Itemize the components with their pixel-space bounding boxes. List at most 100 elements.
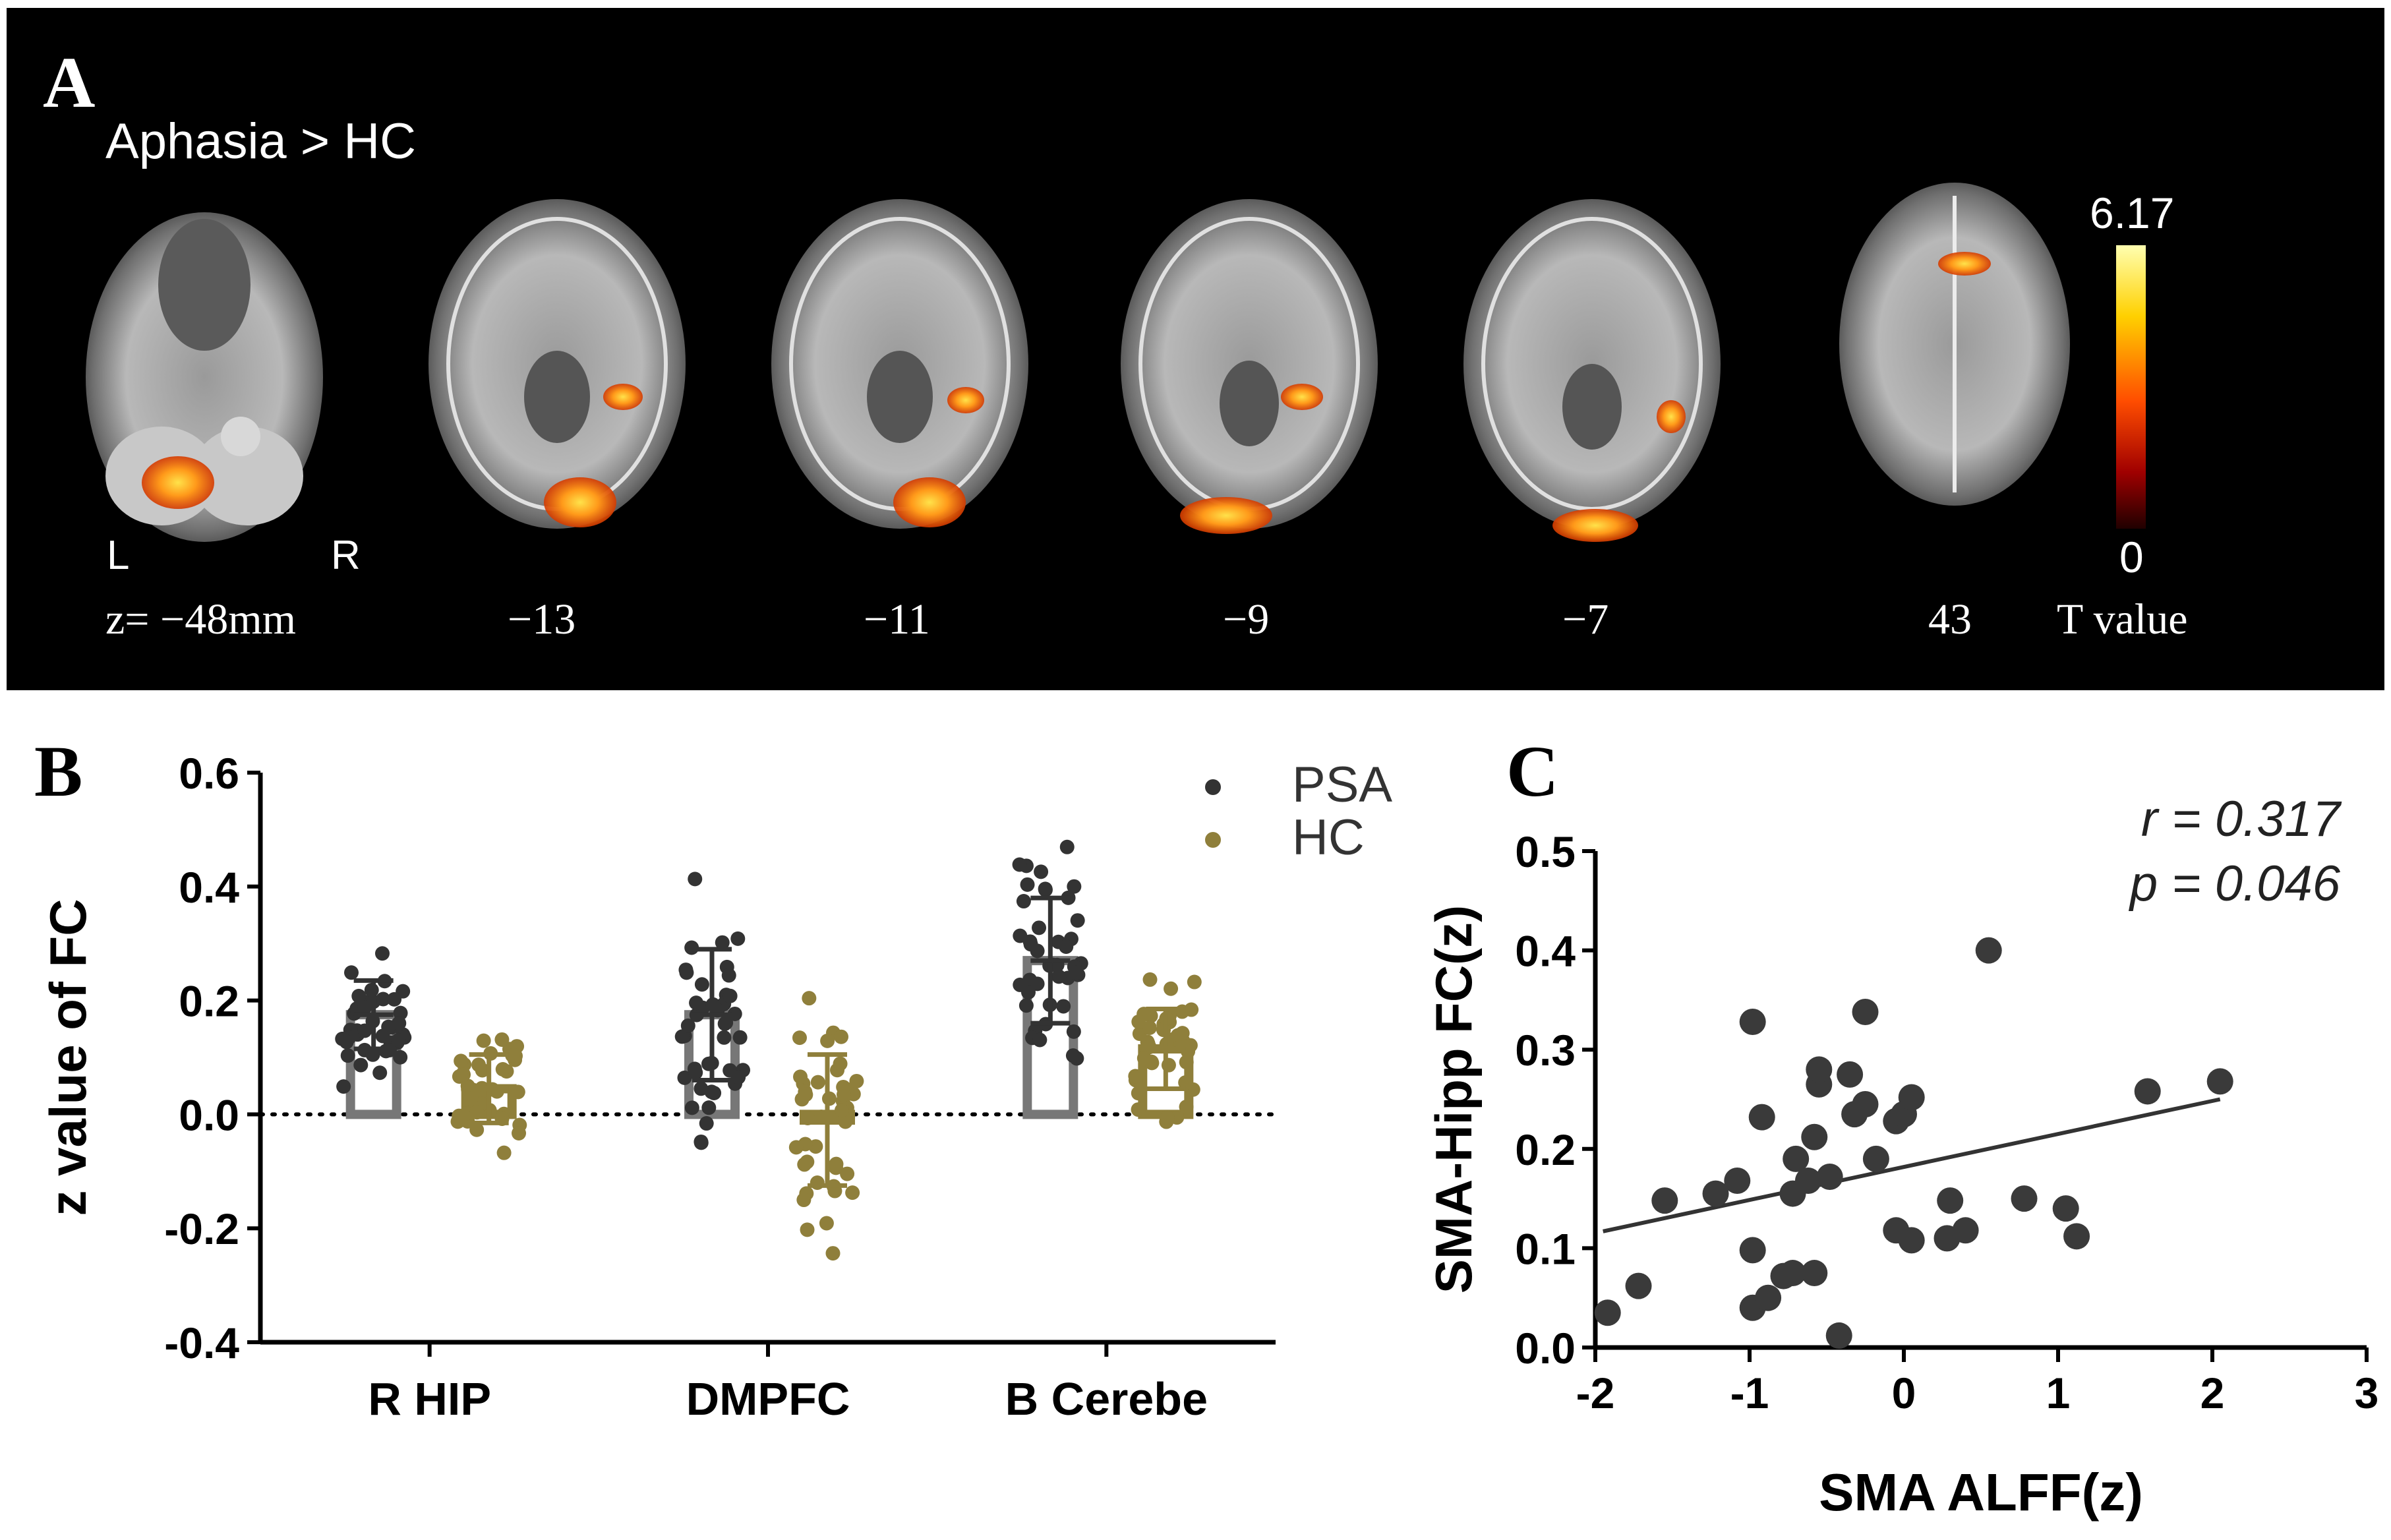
data-point-psa — [1070, 913, 1085, 928]
scatter-point — [1702, 1180, 1729, 1207]
data-point-psa — [393, 1050, 408, 1065]
slice-label-3: −11 — [864, 595, 930, 643]
data-point-hc — [476, 1033, 491, 1048]
data-point-hc — [512, 1125, 527, 1140]
data-point-psa — [1023, 937, 1038, 952]
data-point-psa — [1066, 1024, 1081, 1039]
x-tick-label: 3 — [2355, 1369, 2379, 1417]
scatter-point — [1724, 1167, 1751, 1194]
data-point-hc — [495, 1061, 510, 1077]
data-point-hc — [494, 1032, 510, 1047]
data-point-hc — [1131, 1014, 1146, 1029]
panel-c-letter: C — [1506, 731, 1559, 812]
data-point-psa — [1059, 939, 1074, 954]
regression-line — [1603, 1097, 2221, 1233]
data-point-psa — [715, 935, 730, 950]
y-tick-label: 0.1 — [1515, 1224, 1576, 1273]
data-point-hc — [849, 1073, 864, 1088]
x-tick-label: 2 — [2200, 1369, 2225, 1417]
x-axis-title: SMA ALFF(z) — [1819, 1463, 2143, 1522]
scatter-point — [1898, 1227, 1925, 1254]
data-point-hc — [1164, 981, 1179, 996]
scatter-chart-sma: 0.0 0.1 0.2 0.3 0.4 0.5 -2 -1 0 1 2 3 SMA ALFF(z) SMA… — [1425, 791, 2379, 1522]
y-tick-label: 0.3 — [1515, 1026, 1576, 1075]
scatter-point — [1783, 1145, 1810, 1172]
data-point-psa — [1020, 985, 1036, 1000]
scatter-point — [1975, 937, 2002, 964]
data-point-hc — [1175, 1004, 1190, 1019]
brain-slice-1 — [86, 212, 323, 542]
data-point-psa — [688, 872, 703, 887]
brain-slice-3 — [771, 199, 1028, 529]
data-point-hc — [1136, 1051, 1152, 1066]
data-point-hc — [810, 1075, 825, 1090]
y-tick-label: 0.2 — [179, 977, 239, 1026]
data-point-hc — [1128, 1069, 1143, 1084]
data-point-psa — [357, 1000, 372, 1015]
data-point-psa — [1069, 965, 1084, 980]
data-point-psa — [1059, 839, 1075, 854]
data-point-psa — [340, 1048, 355, 1063]
brain-slice-4 — [1121, 199, 1378, 534]
data-point-hc — [819, 1216, 834, 1231]
y-tick-label: 0.0 — [1515, 1324, 1576, 1373]
brain-slice-5 — [1463, 199, 1721, 542]
y-tick-label: 0.0 — [179, 1090, 239, 1139]
data-point-psa — [723, 988, 738, 1003]
data-point-hc — [835, 1103, 850, 1118]
data-point-psa — [701, 1100, 717, 1115]
data-point-psa — [1067, 879, 1082, 894]
data-point-psa — [1032, 1032, 1048, 1048]
data-point-psa — [717, 1030, 732, 1045]
brain-slice-6 — [1839, 183, 2070, 506]
slice-label-6: 43 — [1928, 595, 1972, 643]
data-point-hc — [1131, 1086, 1146, 1101]
x-tick-label: DMPFC — [686, 1373, 850, 1425]
data-point-psa — [689, 995, 704, 1011]
y-tick-label: 0.4 — [1515, 927, 1576, 976]
panel-a: A Aphasia > HC — [7, 8, 2384, 690]
data-point-psa — [1056, 999, 1071, 1014]
data-point-psa — [391, 1032, 406, 1048]
scatter-point — [1898, 1084, 1925, 1111]
data-point-hc — [510, 1084, 525, 1100]
data-point-hc — [792, 1030, 807, 1046]
data-point-psa — [732, 1030, 748, 1045]
legend-label-psa: PSA — [1292, 757, 1392, 813]
scatter-point — [1852, 998, 1879, 1025]
colorbar-gradient — [2116, 245, 2146, 529]
data-point-psa — [1018, 998, 1034, 1013]
data-point-hc — [505, 1048, 520, 1063]
data-point-psa — [1038, 882, 1053, 897]
data-point-psa — [688, 1065, 703, 1080]
data-point-hc — [1131, 1102, 1146, 1117]
data-point-hc — [1175, 1026, 1190, 1041]
p-statistic: p = 0.046 — [2129, 856, 2341, 912]
scatter-point — [1816, 1163, 1843, 1190]
data-point-psa — [731, 1070, 746, 1085]
brain-slices — [86, 183, 2146, 542]
data-point-hc — [793, 1069, 808, 1084]
r-statistic: r = 0.317 — [2141, 791, 2342, 847]
slice-label-5: −7 — [1562, 595, 1609, 643]
x-tick-label: B Cerebe — [1005, 1373, 1208, 1425]
data-point-hc — [840, 1166, 855, 1181]
data-point-hc — [471, 1057, 487, 1073]
x-tick-label: -1 — [1730, 1369, 1769, 1417]
data-point-psa — [1051, 969, 1067, 984]
scatter-point — [2052, 1195, 2079, 1222]
scatter-point — [1825, 1322, 1852, 1349]
y-tick-label: 0.5 — [1515, 827, 1576, 876]
scatter-point — [1794, 1167, 1821, 1194]
data-point-hc — [825, 1246, 841, 1261]
scatter-point — [1801, 1123, 1828, 1150]
data-point-hc — [496, 1145, 512, 1160]
data-point-psa — [699, 1116, 714, 1131]
scatter-point — [1862, 1145, 1889, 1172]
data-point-psa — [374, 946, 390, 961]
data-point-hc — [1142, 972, 1158, 987]
data-point-psa — [694, 977, 709, 992]
y-tick-label: -0.4 — [164, 1318, 239, 1367]
slice-label-1: z= −48mm — [105, 595, 296, 643]
data-point-hc — [456, 1067, 471, 1082]
